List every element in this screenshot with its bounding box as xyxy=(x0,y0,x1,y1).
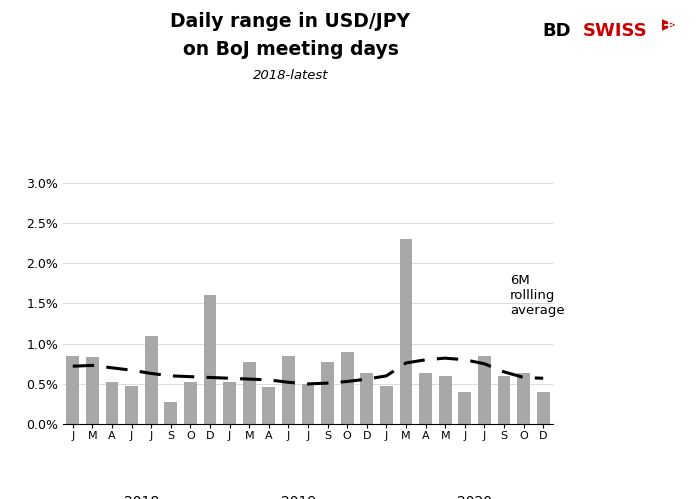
Bar xyxy=(302,384,314,424)
Bar xyxy=(223,382,236,424)
Text: 2018-latest: 2018-latest xyxy=(253,69,328,82)
Bar xyxy=(537,392,550,424)
Bar xyxy=(458,392,471,424)
Bar xyxy=(145,336,158,424)
Text: BD: BD xyxy=(542,22,571,40)
Bar xyxy=(262,387,275,424)
Bar xyxy=(478,356,491,424)
Bar xyxy=(517,373,530,424)
Text: Daily range in USD/JPY: Daily range in USD/JPY xyxy=(171,12,410,31)
Polygon shape xyxy=(662,19,676,31)
Text: SWISS: SWISS xyxy=(583,22,648,40)
Bar xyxy=(341,352,354,424)
Text: 2018: 2018 xyxy=(124,495,159,499)
Bar xyxy=(243,362,256,424)
Bar xyxy=(498,376,510,424)
Text: 6M
rollling
average: 6M rollling average xyxy=(510,274,564,317)
Bar xyxy=(321,362,334,424)
Text: 2019: 2019 xyxy=(281,495,316,499)
Bar xyxy=(86,357,99,424)
Bar xyxy=(360,373,373,424)
Bar xyxy=(66,356,79,424)
Bar xyxy=(106,382,118,424)
Bar xyxy=(204,295,216,424)
Text: 2020: 2020 xyxy=(457,495,492,499)
Bar xyxy=(439,376,452,424)
Bar xyxy=(419,373,432,424)
Bar xyxy=(380,386,393,424)
Bar xyxy=(184,382,197,424)
Bar xyxy=(164,402,177,424)
Bar xyxy=(282,356,295,424)
Bar xyxy=(125,386,138,424)
Bar xyxy=(400,239,412,424)
Text: on BoJ meeting days: on BoJ meeting days xyxy=(183,40,398,59)
